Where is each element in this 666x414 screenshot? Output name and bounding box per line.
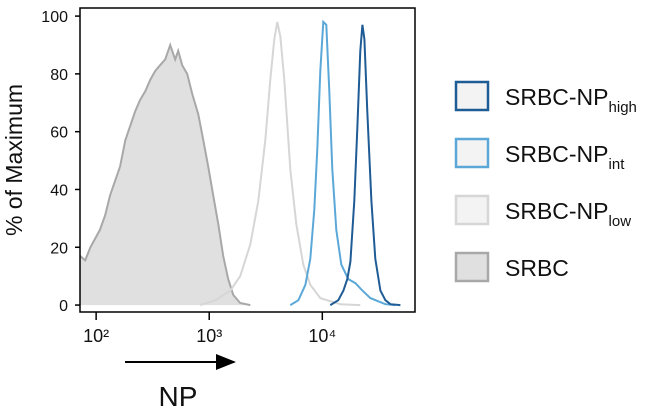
legend-name: SRBC-NP (505, 84, 609, 110)
legend-swatch (454, 137, 490, 169)
x-tick-label: 10³ (196, 326, 222, 346)
legend-subscript: int (609, 156, 626, 173)
y-tick-label: 80 (50, 67, 68, 84)
x-tick-label: 10⁴ (308, 326, 336, 346)
y-tick-label: 60 (50, 125, 68, 142)
line (289, 19, 396, 307)
legend-label: SRBC (505, 255, 569, 281)
y-axis-label: % of Maximum (1, 84, 27, 236)
legend-name: SRBC-NP (505, 198, 609, 224)
legend-label: SRBC-NPhigh (505, 84, 637, 116)
legend-subscript: high (609, 99, 637, 116)
y-tick-label: 40 (50, 182, 68, 199)
legend-subscript: low (609, 213, 632, 230)
area (80, 45, 251, 306)
legend-label: SRBC-NPint (505, 141, 625, 173)
line (329, 24, 401, 307)
y-tick-label: 20 (50, 240, 68, 257)
plot-frame (79, 7, 416, 313)
legend-swatch (454, 80, 490, 112)
line (79, 41, 251, 307)
legend-name: SRBC (505, 255, 569, 281)
y-tick-label: 0 (59, 298, 68, 315)
x-axis-label: NP (159, 381, 198, 412)
x-tick-label: 10² (83, 326, 109, 346)
legend-label: SRBC-NPlow (505, 198, 631, 230)
legend-swatch (454, 194, 490, 226)
legend-swatch (454, 251, 490, 283)
line (199, 21, 361, 307)
y-tick-label: 100 (41, 9, 68, 26)
legend-name: SRBC-NP (505, 141, 609, 167)
